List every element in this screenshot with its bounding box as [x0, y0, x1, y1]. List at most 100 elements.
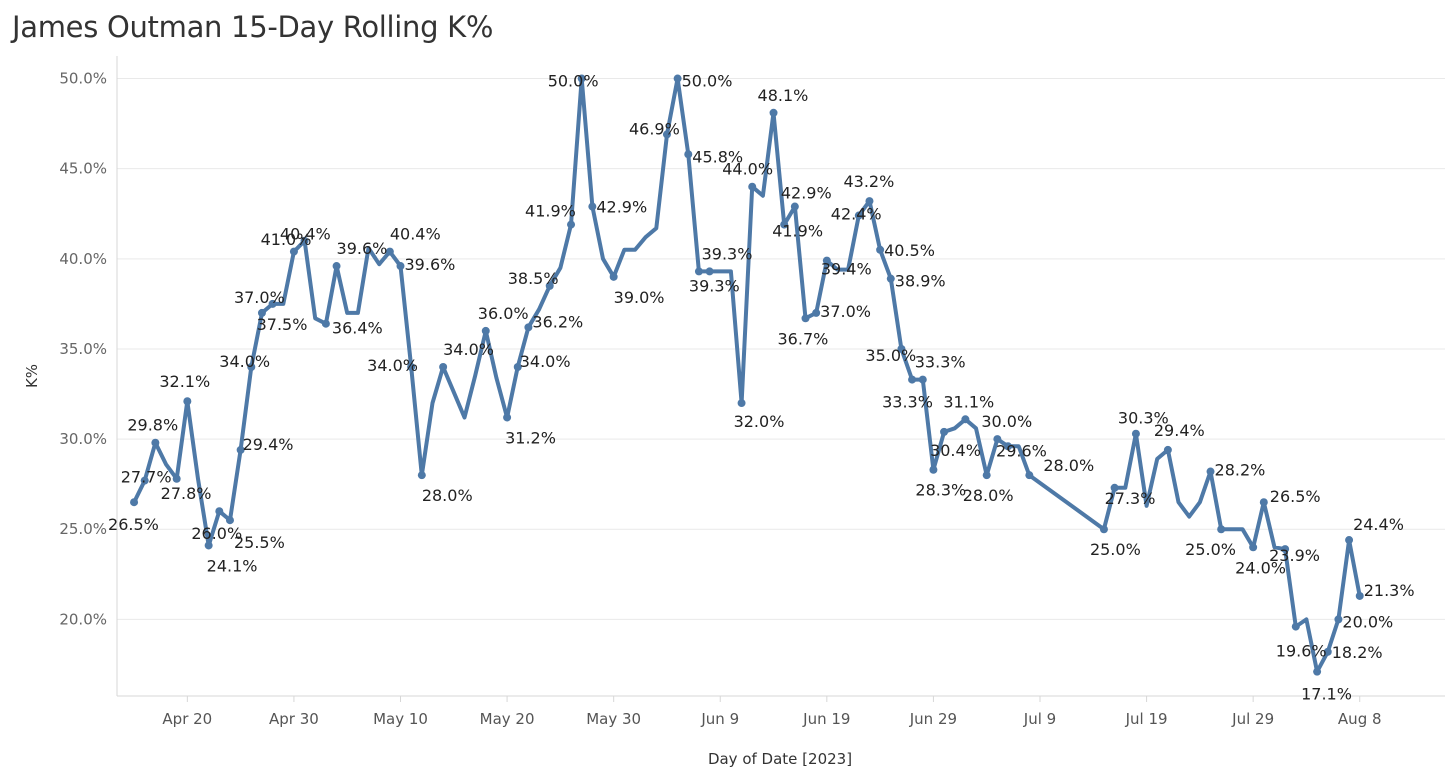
- data-point[interactable]: [1217, 525, 1226, 534]
- data-point[interactable]: [417, 471, 426, 480]
- data-label: 28.2%: [1215, 461, 1266, 480]
- data-point[interactable]: [1334, 615, 1343, 624]
- data-point[interactable]: [737, 399, 746, 408]
- data-point[interactable]: [1163, 445, 1172, 454]
- data-point[interactable]: [545, 281, 554, 290]
- data-point[interactable]: [577, 74, 586, 83]
- data-point[interactable]: [982, 471, 991, 480]
- data-point[interactable]: [854, 211, 863, 220]
- data-point[interactable]: [481, 326, 490, 335]
- data-point[interactable]: [918, 375, 927, 384]
- x-tick-label: May 10: [373, 710, 428, 728]
- data-point[interactable]: [183, 397, 192, 406]
- y-tick-labels: 20.0% 25.0% 30.0% 35.0% 40.0% 45.0% 50.0%: [59, 70, 107, 629]
- x-tick-label: Jul 29: [1231, 710, 1274, 728]
- axes: [116, 56, 1445, 697]
- data-point[interactable]: [225, 516, 234, 525]
- data-point[interactable]: [385, 247, 394, 256]
- data-point[interactable]: [204, 541, 213, 550]
- data-label: 33.3%: [882, 393, 933, 412]
- data-point[interactable]: [694, 267, 703, 276]
- data-point[interactable]: [321, 319, 330, 328]
- data-point[interactable]: [503, 413, 512, 422]
- data-point[interactable]: [812, 308, 821, 317]
- data-label: 40.4%: [280, 225, 331, 244]
- data-point[interactable]: [439, 362, 448, 371]
- data-point[interactable]: [140, 476, 149, 485]
- data-label: 25.5%: [234, 533, 285, 552]
- y-tick-label: 30.0%: [59, 430, 107, 448]
- chart-title: James Outman 15-Day Rolling K%: [12, 10, 494, 44]
- x-tick-label: Jun 29: [909, 710, 957, 728]
- data-point[interactable]: [961, 415, 970, 424]
- data-point[interactable]: [247, 362, 256, 371]
- data-point[interactable]: [588, 202, 597, 211]
- data-point[interactable]: [215, 507, 224, 516]
- data-point[interactable]: [748, 182, 757, 191]
- data-labels: 26.5% 27.7% 29.8% 27.8% 32.1% 24.1% 26.0%25.5%…: [108, 72, 1415, 704]
- data-point[interactable]: [609, 272, 618, 281]
- data-point[interactable]: [940, 427, 949, 436]
- data-label: 43.2%: [843, 172, 894, 191]
- data-point[interactable]: [1249, 543, 1258, 552]
- data-label: 31.2%: [505, 428, 556, 447]
- x-tick-label: Jun 19: [802, 710, 850, 728]
- data-point[interactable]: [865, 197, 874, 206]
- data-point[interactable]: [1323, 647, 1332, 656]
- data-point[interactable]: [769, 108, 778, 117]
- data-point[interactable]: [780, 220, 789, 229]
- data-point[interactable]: [684, 150, 693, 159]
- data-label: 25.0%: [1090, 540, 1141, 559]
- data-point[interactable]: [236, 445, 245, 454]
- data-label: 29.4%: [1154, 421, 1205, 440]
- data-point[interactable]: [822, 256, 831, 265]
- data-point[interactable]: [1206, 467, 1215, 476]
- data-label: 36.0%: [478, 304, 529, 323]
- y-tick-label: 35.0%: [59, 340, 107, 358]
- data-point[interactable]: [897, 344, 906, 353]
- data-point[interactable]: [662, 130, 671, 139]
- data-label: 50.0%: [682, 72, 733, 91]
- data-point[interactable]: [513, 362, 522, 371]
- data-point[interactable]: [289, 247, 298, 256]
- data-point[interactable]: [673, 74, 682, 83]
- data-point[interactable]: [705, 267, 714, 276]
- data-label: 24.0%: [1235, 558, 1286, 577]
- data-point[interactable]: [876, 245, 885, 254]
- data-point[interactable]: [1281, 545, 1290, 554]
- data-point[interactable]: [172, 474, 181, 483]
- x-tick-label: Apr 30: [269, 710, 319, 728]
- data-point[interactable]: [908, 375, 917, 384]
- data-point[interactable]: [801, 314, 810, 323]
- data-point[interactable]: [1025, 471, 1034, 480]
- data-point[interactable]: [1355, 591, 1364, 600]
- data-point[interactable]: [130, 498, 139, 507]
- data-point[interactable]: [886, 274, 895, 283]
- data-point[interactable]: [1345, 536, 1354, 545]
- data-point[interactable]: [300, 236, 309, 245]
- data-point[interactable]: [332, 262, 341, 271]
- data-label: 24.4%: [1353, 515, 1404, 534]
- data-point[interactable]: [1099, 525, 1108, 534]
- x-tick-label: Apr 20: [162, 710, 212, 728]
- data-point[interactable]: [993, 435, 1002, 444]
- data-point[interactable]: [1004, 442, 1013, 451]
- data-point[interactable]: [1131, 429, 1140, 438]
- data-point[interactable]: [268, 299, 277, 308]
- data-point[interactable]: [929, 465, 938, 474]
- data-point[interactable]: [1313, 667, 1322, 676]
- data-point[interactable]: [1291, 622, 1300, 631]
- data-point[interactable]: [1110, 483, 1119, 492]
- x-tick-label: Jun 9: [700, 710, 739, 728]
- data-point[interactable]: [790, 202, 799, 211]
- data-point[interactable]: [257, 308, 266, 317]
- data-label: 39.0%: [614, 288, 665, 307]
- data-point[interactable]: [151, 438, 160, 447]
- data-point[interactable]: [407, 362, 416, 371]
- data-point[interactable]: [1259, 498, 1268, 507]
- y-tick-label: 40.0%: [59, 250, 107, 268]
- data-point[interactable]: [396, 262, 405, 271]
- data-point[interactable]: [524, 323, 533, 332]
- data-label: 30.0%: [981, 412, 1032, 431]
- data-point[interactable]: [567, 220, 576, 229]
